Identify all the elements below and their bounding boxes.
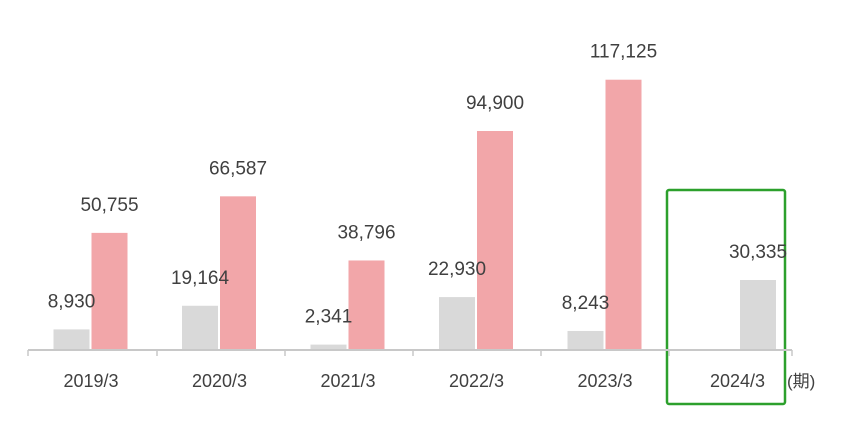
x-axis-unit-label: (期) <box>787 372 815 391</box>
data-label-2022-3-series-1: 22,930 <box>428 259 486 280</box>
bar-2022-3-series-2 <box>477 131 513 350</box>
highlight-box-2024 <box>665 188 787 406</box>
x-tick-label-2021-3: 2021/3 <box>320 371 375 391</box>
data-label-2020-3-series-1: 19,164 <box>171 268 230 289</box>
x-tick-label-2023-3: 2023/3 <box>577 371 632 391</box>
data-label-2022-3-series-2: 94,900 <box>466 93 524 114</box>
data-label-2024-3-series-1: 30,335 <box>729 242 787 263</box>
bar-2021-3-series-1 <box>310 344 347 350</box>
x-tick-label-2019-3: 2019/3 <box>63 371 118 391</box>
data-label-2021-3-series-1: 2,341 <box>305 307 353 328</box>
bar-2023-3-series-1 <box>567 330 604 350</box>
x-tick-label-2020-3: 2020/3 <box>192 371 247 391</box>
x-tick-label-2022-3: 2022/3 <box>449 371 504 391</box>
data-label-2020-3-series-2: 66,587 <box>209 158 267 179</box>
bar-2020-3-series-1 <box>182 305 218 350</box>
bar-2019-3-series-2 <box>91 232 128 350</box>
bar-2022-3-series-1 <box>439 297 475 350</box>
data-label-2023-3-series-2: 117,125 <box>590 42 657 63</box>
x-tick-label-2024-3: 2024/3 <box>710 371 765 391</box>
data-label-2023-3-series-1: 8,243 <box>562 293 610 314</box>
data-label-2019-3-series-2: 50,755 <box>80 195 138 216</box>
data-label-2019-3-series-1: 8,930 <box>48 291 96 312</box>
bar-2021-3-series-2 <box>348 260 385 350</box>
data-label-2021-3-series-2: 38,796 <box>337 222 395 243</box>
bar-2020-3-series-2 <box>220 196 256 350</box>
bar-2024-3-series-1 <box>740 279 776 350</box>
bar-2023-3-series-2 <box>605 79 642 350</box>
bar-2019-3-series-1 <box>53 329 90 350</box>
